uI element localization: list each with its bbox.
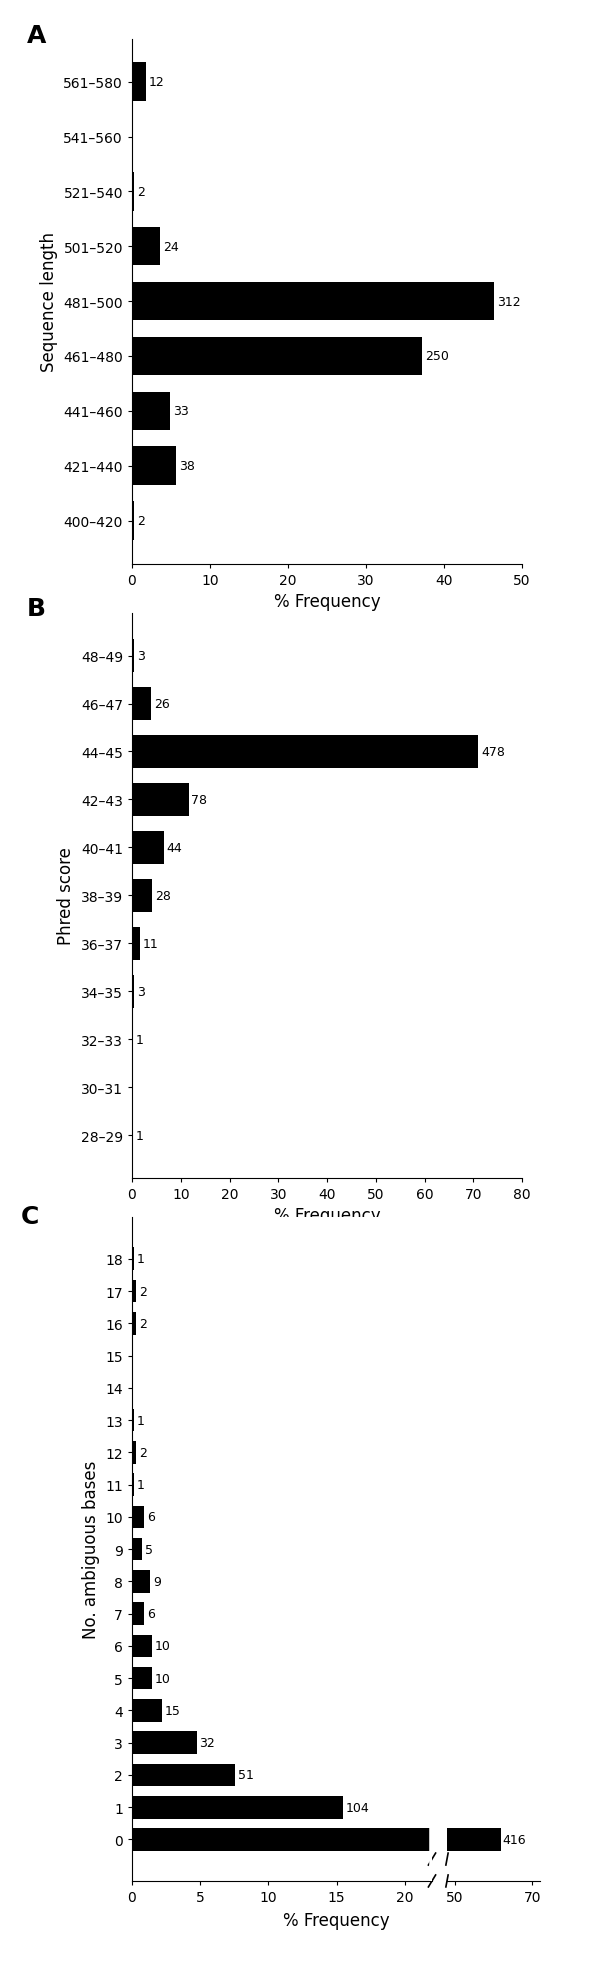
Bar [261,1538,264,1560]
Bar [261,1667,267,1689]
Bar [261,1635,267,1657]
Bar [132,1699,163,1723]
Text: 24: 24 [163,242,179,253]
Text: 312: 312 [497,295,520,309]
Text: 1: 1 [136,1129,143,1142]
Bar [261,1828,500,1851]
Text: 26: 26 [154,697,170,711]
Text: 51: 51 [238,1768,254,1782]
Text: 250: 250 [425,350,449,362]
Text: 3: 3 [137,649,145,663]
Bar [132,1732,197,1754]
Bar [132,172,134,212]
Y-axis label: Phred score: Phred score [57,847,75,944]
Y-axis label: No. ambiguous bases: No. ambiguous bases [82,1459,100,1639]
Bar [261,1602,265,1626]
Text: 3: 3 [137,986,145,998]
Text: 1: 1 [137,1479,145,1491]
Bar [132,63,146,101]
Bar [132,1635,152,1657]
Bar [261,1313,262,1335]
Text: 28: 28 [155,889,171,903]
Bar [132,1281,136,1303]
Text: 5: 5 [145,1542,153,1556]
Text: 11: 11 [143,937,158,950]
Bar [261,1441,262,1463]
Bar [132,1828,600,1851]
Text: 6: 6 [147,1608,155,1620]
Text: 2: 2 [139,1317,146,1331]
Text: 2: 2 [139,1445,146,1459]
Text: 12: 12 [149,75,165,89]
Text: 478: 478 [481,746,505,758]
Bar [132,832,164,865]
Bar [132,1119,133,1152]
Bar [261,1796,321,1818]
Bar [132,1570,150,1592]
Bar [132,735,478,768]
X-axis label: % Frequency: % Frequency [274,1206,380,1226]
Bar [132,1441,136,1463]
Text: 33: 33 [173,406,189,418]
Bar [132,879,152,913]
Text: 1: 1 [137,1414,145,1428]
Text: 2: 2 [137,186,145,198]
Bar [132,1313,136,1335]
Bar [132,640,134,673]
X-axis label: % Frequency: % Frequency [274,592,380,612]
Bar [132,283,494,321]
Bar [261,1732,280,1754]
Text: % Frequency: % Frequency [283,1911,389,1929]
Bar [132,1410,134,1432]
Text: 44: 44 [167,842,182,855]
Bar [132,687,151,721]
Bar [132,1247,134,1271]
Bar [132,228,160,267]
Bar [261,1570,266,1592]
Text: 416: 416 [502,1833,526,1845]
Text: B: B [26,596,46,622]
Bar [261,1281,262,1303]
Y-axis label: Sequence length: Sequence length [40,232,58,372]
Bar [132,1602,144,1626]
Text: 78: 78 [191,794,208,806]
Bar [132,1796,343,1818]
Bar [261,1764,290,1786]
Text: 104: 104 [346,1802,369,1814]
Bar [132,927,140,960]
Bar [132,784,188,818]
Text: A: A [26,24,46,48]
Text: 32: 32 [200,1736,215,1748]
Bar [132,447,176,485]
Text: C: C [21,1204,40,1228]
Text: 1: 1 [137,1253,145,1265]
Text: 38: 38 [179,459,195,473]
Bar [132,1473,134,1497]
Text: 6: 6 [147,1511,155,1523]
Bar [132,503,134,541]
Text: 9: 9 [153,1576,161,1588]
Bar [132,337,422,376]
Text: 1: 1 [136,1034,143,1045]
Bar [132,974,134,1008]
Bar [132,392,170,432]
Bar [261,1699,269,1723]
Text: 15: 15 [165,1705,181,1717]
Text: 10: 10 [155,1671,171,1685]
Bar [132,1024,133,1057]
Text: 10: 10 [155,1639,171,1653]
Bar [132,1507,144,1529]
Bar [132,1667,152,1689]
Bar [261,1507,265,1529]
Bar [132,1538,142,1560]
Bar [132,1764,235,1786]
Text: 2: 2 [139,1285,146,1297]
Text: 2: 2 [137,515,145,529]
